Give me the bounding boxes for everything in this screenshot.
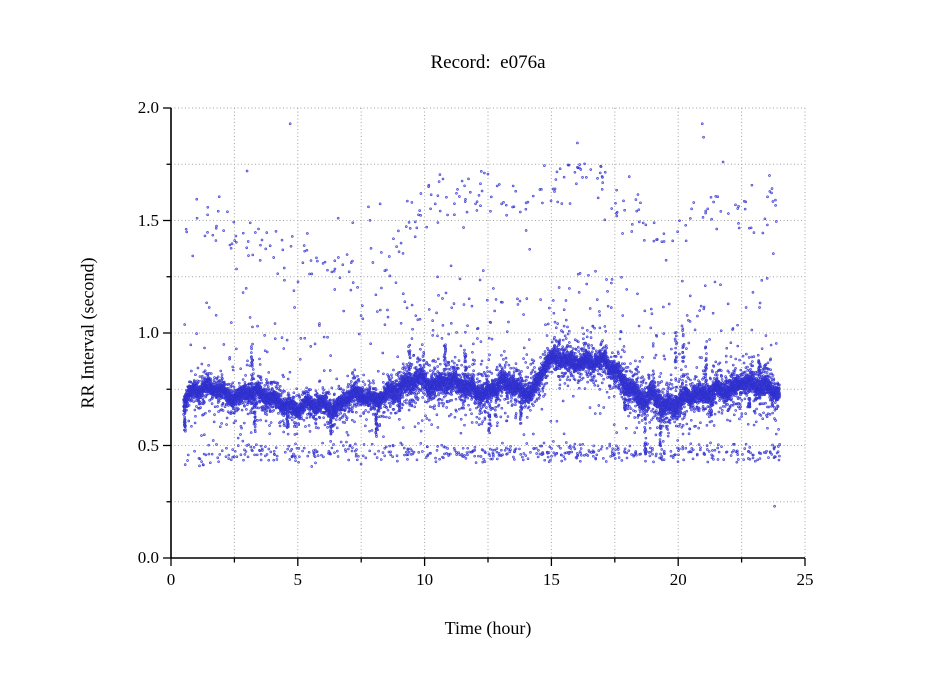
y-tick-label: 1.5	[137, 210, 159, 230]
x-tick-label: 25	[796, 570, 814, 589]
x-tick-label: 10	[416, 570, 434, 589]
y-axis-label: RR Interval (second)	[77, 257, 98, 409]
y-tick-label: 2.0	[137, 98, 159, 117]
x-tick-label: 0	[166, 570, 176, 589]
y-tick-label: 0.0	[137, 548, 159, 567]
x-tick-label: 20	[669, 570, 687, 589]
y-tick-label: 1.0	[137, 323, 159, 342]
y-tick-label: 0.5	[137, 435, 159, 455]
x-tick-label: 5	[293, 570, 303, 589]
x-axis-label: Time (hour)	[444, 618, 532, 638]
x-tick-label: 15	[542, 570, 560, 589]
chart-title: Record: e076a	[430, 52, 546, 73]
